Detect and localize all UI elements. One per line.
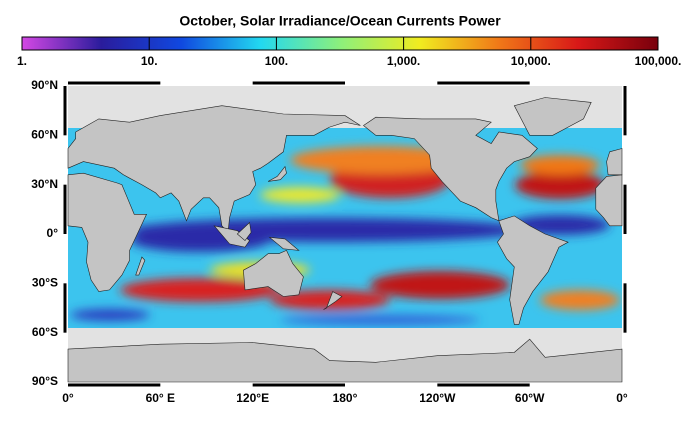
- landmass: [595, 174, 623, 227]
- colorbar-tick-label: 10,000.: [511, 54, 551, 68]
- longitude-label: 60° E: [146, 391, 175, 405]
- colorbar-tick-label: 100,000.: [635, 54, 682, 68]
- landmass: [362, 116, 538, 222]
- ocean-patterns: [70, 146, 620, 325]
- landmass: [67, 105, 361, 234]
- colorbar-tick-label: 1,000.: [387, 54, 420, 68]
- latitude-label: 90°N: [31, 78, 58, 92]
- ocean-pattern: [540, 290, 620, 310]
- ocean-pattern: [280, 315, 480, 325]
- colorbar-bar: [21, 36, 659, 51]
- land: [67, 97, 623, 383]
- landmass: [236, 221, 252, 242]
- ocean-pattern: [515, 171, 605, 199]
- colorbar-tick-label: 1.: [17, 54, 27, 68]
- ocean-pattern: [370, 271, 510, 299]
- longitude-label: 0°: [62, 391, 74, 405]
- longitude-label: 60°W: [515, 391, 545, 405]
- ocean-pattern: [70, 309, 150, 321]
- landmass: [497, 215, 569, 325]
- latitude-label: 30°N: [31, 177, 58, 191]
- ocean-pattern: [290, 146, 470, 174]
- ocean-pattern: [260, 187, 340, 203]
- axis-labels: 90°N 60°N 30°N 0° 30°S 60°S 90°S 0° 60° E 120°E 18…: [31, 78, 628, 405]
- longitude-label: 120°W: [419, 391, 456, 405]
- landmass: [67, 172, 147, 292]
- landmass: [323, 291, 343, 310]
- landmass: [513, 97, 592, 136]
- latitude-label: 30°S: [32, 276, 58, 290]
- landmass: [606, 148, 623, 176]
- longitude-label: 180°: [333, 391, 358, 405]
- map-frame: [63, 81, 627, 387]
- longitude-label: 0°: [616, 391, 628, 405]
- ocean-pattern: [520, 155, 600, 175]
- landmass: [67, 338, 623, 383]
- colorbar-tick-label: 100.: [265, 54, 288, 68]
- colorbar: 1. 10. 100. 1,000. 10,000. 100,000.: [17, 36, 682, 68]
- latitude-label: 90°S: [32, 374, 58, 388]
- latitude-label: 60°S: [32, 325, 58, 339]
- landmass: [243, 250, 304, 297]
- landmass: [213, 225, 251, 248]
- longitude-label: 120°E: [236, 391, 269, 405]
- landmass: [267, 165, 287, 182]
- map: [63, 81, 627, 387]
- title: October, Solar Irradiance/Ocean Currents…: [179, 13, 501, 29]
- ocean-pattern: [120, 278, 280, 302]
- latitude-label: 60°N: [31, 128, 58, 142]
- latitude-label: 0°: [47, 226, 59, 240]
- landmass: [135, 256, 146, 276]
- landmass: [268, 236, 300, 251]
- colorbar-tick-label: 10.: [141, 54, 158, 68]
